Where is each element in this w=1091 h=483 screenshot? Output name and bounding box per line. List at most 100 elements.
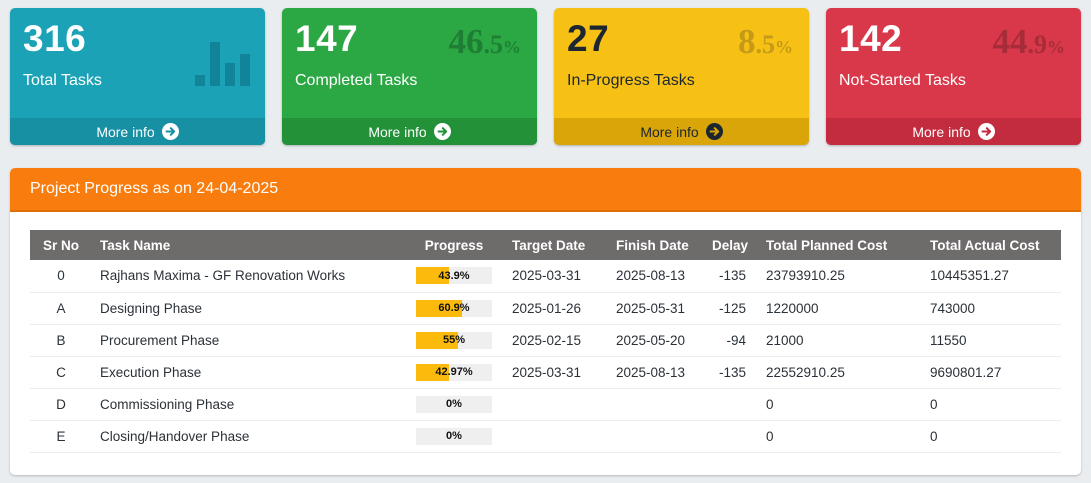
cell-delay: -135 bbox=[704, 356, 758, 389]
progress-bar: 0% bbox=[416, 395, 492, 413]
cell-finish-date: 2025-08-13 bbox=[608, 356, 704, 389]
arrow-circle-right-icon bbox=[433, 123, 451, 140]
cell-finish-date: 2025-05-20 bbox=[608, 324, 704, 357]
progress-label: 0% bbox=[446, 430, 462, 442]
cell-total-actual-cost: 0 bbox=[922, 420, 1061, 453]
progress-label: 0% bbox=[446, 398, 462, 410]
progress-bar: 55% bbox=[416, 331, 492, 349]
cell-progress: 43.9% bbox=[404, 260, 504, 293]
cell-task-name: Commissioning Phase bbox=[92, 388, 404, 421]
arrow-circle-right-icon bbox=[161, 123, 179, 140]
cell-total-planned-cost: 1220000 bbox=[758, 292, 922, 325]
progress-bar: 0% bbox=[416, 427, 492, 445]
stat-percentage: 8.5% bbox=[738, 22, 793, 61]
stat-percentage: 46.5% bbox=[448, 22, 522, 61]
col-header-total-planned-cost: Total Planned Cost bbox=[758, 230, 922, 260]
cell-task-name: Execution Phase bbox=[92, 356, 404, 389]
progress-bar: 43.9% bbox=[416, 267, 492, 285]
progress-bar: 60.9% bbox=[416, 299, 492, 317]
table-row: B Procurement Phase 55% 2025-02-15 2025-… bbox=[30, 324, 1061, 357]
cell-finish-date bbox=[608, 420, 704, 453]
cell-progress: 42.97% bbox=[404, 356, 504, 389]
stat-card-body: 142 Not-Started Tasks 44.9% bbox=[826, 8, 1081, 118]
stat-card-in-progress-tasks: 27 In-Progress Tasks 8.5% More info bbox=[554, 8, 809, 145]
progress-bar: 42.97% bbox=[416, 363, 492, 381]
col-header-sr-no: Sr No bbox=[30, 230, 92, 260]
cell-progress: 60.9% bbox=[404, 292, 504, 325]
stat-card-completed-tasks: 147 Completed Tasks 46.5% More info bbox=[282, 8, 537, 145]
stat-label: Not-Started Tasks bbox=[839, 71, 966, 89]
stat-card-body: 27 In-Progress Tasks 8.5% bbox=[554, 8, 809, 118]
stat-value: 27 bbox=[567, 18, 610, 59]
stat-card-total-tasks: 316 Total Tasks More info bbox=[10, 8, 265, 145]
cell-finish-date: 2025-08-13 bbox=[608, 260, 704, 293]
cell-sr-no: A bbox=[30, 292, 92, 325]
progress-bar-fill bbox=[416, 299, 463, 317]
table-row: C Execution Phase 42.97% 2025-03-31 2025… bbox=[30, 356, 1061, 389]
cell-progress: 55% bbox=[404, 324, 504, 357]
stat-card-body: 147 Completed Tasks 46.5% bbox=[282, 8, 537, 118]
cell-progress: 0% bbox=[404, 388, 504, 421]
progress-bar-fill bbox=[416, 267, 450, 285]
col-header-delay: Delay bbox=[704, 230, 758, 260]
stat-value: 316 bbox=[23, 18, 87, 59]
cell-sr-no: 0 bbox=[30, 260, 92, 293]
project-progress-panel: Project Progress as on 24-04-2025 Sr No … bbox=[10, 168, 1081, 475]
cell-task-name: Designing Phase bbox=[92, 292, 404, 325]
progress-label: 42.97% bbox=[435, 366, 473, 378]
table-row: E Closing/Handover Phase 0% 0 0 bbox=[30, 420, 1061, 453]
table-header-row: Sr No Task Name Progress Target Date Fin… bbox=[30, 230, 1061, 260]
cell-target-date: 2025-02-15 bbox=[504, 324, 608, 357]
panel-header: Project Progress as on 24-04-2025 bbox=[10, 168, 1081, 212]
cell-total-planned-cost: 0 bbox=[758, 420, 922, 453]
more-info-link[interactable]: More info bbox=[826, 118, 1081, 145]
cell-delay: -94 bbox=[704, 324, 758, 357]
cell-finish-date: 2025-05-31 bbox=[608, 292, 704, 325]
cell-sr-no: D bbox=[30, 388, 92, 421]
cell-task-name: Closing/Handover Phase bbox=[92, 420, 404, 453]
stat-percentage: 44.9% bbox=[992, 22, 1066, 61]
cell-total-planned-cost: 23793910.25 bbox=[758, 260, 922, 293]
cell-target-date: 2025-01-26 bbox=[504, 292, 608, 325]
more-info-label: More info bbox=[912, 123, 971, 140]
stat-value: 142 bbox=[839, 18, 903, 59]
cell-total-actual-cost: 9690801.27 bbox=[922, 356, 1061, 389]
more-info-link[interactable]: More info bbox=[554, 118, 809, 145]
bar-chart-icon bbox=[195, 41, 250, 86]
cell-total-planned-cost: 21000 bbox=[758, 324, 922, 357]
more-info-link[interactable]: More info bbox=[282, 118, 537, 145]
cell-target-date: 2025-03-31 bbox=[504, 260, 608, 293]
cell-task-name: Procurement Phase bbox=[92, 324, 404, 357]
progress-bar-fill bbox=[416, 363, 449, 381]
cell-total-actual-cost: 0 bbox=[922, 388, 1061, 421]
progress-table: Sr No Task Name Progress Target Date Fin… bbox=[30, 230, 1061, 453]
cell-task-name: Rajhans Maxima - GF Renovation Works bbox=[92, 260, 404, 293]
progress-label: 60.9% bbox=[438, 302, 470, 314]
table-row: D Commissioning Phase 0% 0 0 bbox=[30, 388, 1061, 421]
cell-total-actual-cost: 10445351.27 bbox=[922, 260, 1061, 293]
progress-bar-fill bbox=[416, 331, 458, 349]
panel-body: Sr No Task Name Progress Target Date Fin… bbox=[10, 212, 1081, 475]
col-header-task-name: Task Name bbox=[92, 230, 404, 260]
progress-label: 43.9% bbox=[438, 269, 470, 282]
cell-sr-no: B bbox=[30, 324, 92, 357]
table-row: 0 Rajhans Maxima - GF Renovation Works 4… bbox=[30, 260, 1061, 293]
cell-sr-no: E bbox=[30, 420, 92, 453]
table-row: A Designing Phase 60.9% 2025-01-26 2025-… bbox=[30, 292, 1061, 325]
panel-title: Project Progress as on 24-04-2025 bbox=[30, 180, 279, 197]
cell-target-date: 2025-03-31 bbox=[504, 356, 608, 389]
stat-label: In-Progress Tasks bbox=[567, 71, 695, 89]
more-info-label: More info bbox=[640, 123, 699, 140]
cell-delay: -135 bbox=[704, 260, 758, 293]
cell-progress: 0% bbox=[404, 420, 504, 453]
stat-label: Completed Tasks bbox=[295, 71, 418, 89]
table-body: 0 Rajhans Maxima - GF Renovation Works 4… bbox=[30, 260, 1061, 453]
cell-finish-date bbox=[608, 388, 704, 421]
col-header-progress: Progress bbox=[404, 230, 504, 260]
more-info-label: More info bbox=[96, 123, 155, 140]
cell-total-actual-cost: 11550 bbox=[922, 324, 1061, 357]
arrow-circle-right-icon bbox=[977, 123, 995, 140]
stat-label: Total Tasks bbox=[23, 71, 102, 89]
cell-target-date bbox=[504, 388, 608, 421]
more-info-link[interactable]: More info bbox=[10, 118, 265, 145]
